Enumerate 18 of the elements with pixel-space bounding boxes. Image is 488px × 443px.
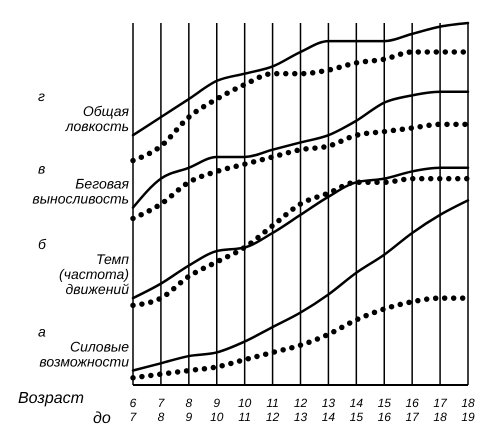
- x-tick-label: 16 17: [405, 396, 420, 424]
- x-tick-label: 18 19: [461, 396, 475, 424]
- x-tick-label: 10 11: [238, 396, 252, 424]
- text: г Общая ловкость: [38, 88, 129, 134]
- x-tick-label: 9 10: [210, 396, 224, 424]
- x-tick-label: 11 12: [266, 396, 280, 424]
- x-tick-label: 17 18: [433, 396, 448, 424]
- x-tick-label: 6 7: [130, 396, 138, 424]
- text: в Беговая выносливость: [32, 160, 129, 207]
- x-tick-label: 12 13: [294, 396, 308, 424]
- x-tick-label: 8 9: [185, 396, 192, 424]
- x-tick-label: 14 15: [350, 396, 364, 424]
- x-axis-title: Возраст до: [18, 390, 111, 427]
- x-tick-label: 13 14: [322, 396, 336, 424]
- x-tick-label: 7 8: [158, 396, 166, 424]
- text: а Силовые возможности: [38, 324, 129, 370]
- x-tick-label: 15 16: [378, 396, 392, 424]
- text: б Темп (частота) движений: [38, 236, 129, 298]
